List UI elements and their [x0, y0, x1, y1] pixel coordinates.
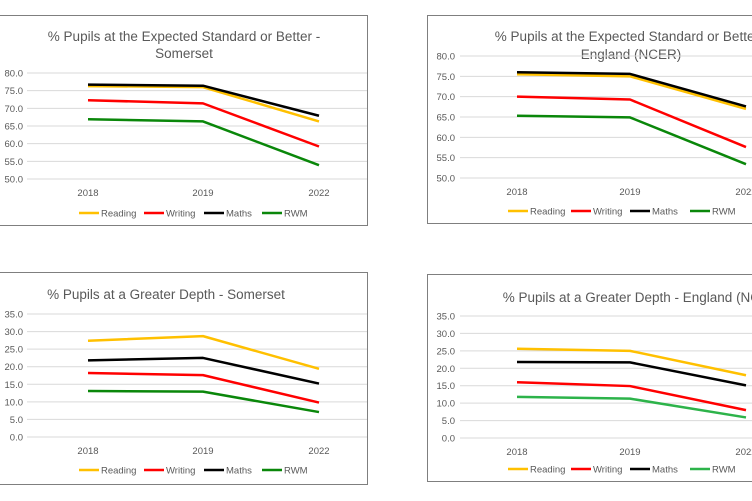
- legend-label: Writing: [166, 466, 195, 477]
- chart-expected-somerset: % Pupils at the Expected Standard or Bet…: [0, 15, 368, 226]
- y-tick-label: 35.0: [437, 312, 456, 323]
- series-line-rwm: [516, 395, 747, 419]
- y-tick-label: 50.0: [437, 174, 456, 185]
- series-line-maths: [87, 356, 320, 385]
- series-line-reading: [516, 73, 747, 111]
- x-tick-label: 2018: [77, 188, 98, 199]
- chart-title: % Pupils at the Expected Standard or Bet…: [48, 29, 320, 44]
- x-tick-label: 2019: [192, 188, 213, 199]
- x-tick-label: 2022: [308, 446, 329, 457]
- x-tick-label: 2018: [77, 446, 98, 457]
- legend-label: RWM: [284, 209, 308, 220]
- y-tick-label: 25.0: [437, 346, 456, 357]
- series-line-rwm: [87, 389, 320, 414]
- series-line-maths: [516, 71, 747, 108]
- chart-title: England (NCER): [581, 47, 682, 62]
- y-tick-label: 10.0: [437, 399, 456, 410]
- legend-label: Reading: [101, 466, 136, 477]
- chart-title: % Pupils at a Greater Depth - England (N…: [503, 290, 752, 305]
- line-chart: % Pupils at the Expected Standard or Bet…: [437, 29, 752, 218]
- y-tick-label: 30.0: [5, 327, 24, 338]
- legend-label: Maths: [652, 207, 678, 218]
- y-tick-label: 80.0: [5, 69, 24, 80]
- series-line-maths: [87, 83, 320, 117]
- y-tick-label: 65.0: [437, 113, 456, 124]
- chart-title: % Pupils at a Greater Depth - Somerset: [47, 287, 285, 302]
- y-tick-label: 80.0: [437, 52, 456, 63]
- y-tick-label: 5.0: [10, 415, 23, 426]
- y-tick-label: 10.0: [5, 397, 24, 408]
- y-tick-label: 70.0: [5, 104, 24, 115]
- legend-label: Writing: [593, 465, 622, 476]
- chart-greater-depth-england: % Pupils at a Greater Depth - England (N…: [427, 274, 752, 482]
- y-tick-label: 65.0: [5, 122, 24, 133]
- series-line-rwm: [87, 118, 320, 167]
- series-line-reading: [516, 347, 747, 377]
- y-tick-label: 60.0: [437, 133, 456, 144]
- y-tick-label: 15.0: [437, 381, 456, 392]
- series-line-writing: [516, 95, 747, 149]
- legend-label: Maths: [226, 466, 252, 477]
- series-line-reading: [87, 84, 320, 123]
- line-chart: % Pupils at a Greater Depth - England (N…: [437, 290, 752, 476]
- y-tick-label: 35.0: [5, 310, 24, 321]
- series-line-writing: [87, 98, 320, 148]
- y-tick-label: 50.0: [5, 175, 24, 186]
- legend-label: RWM: [712, 207, 736, 218]
- y-tick-label: 60.0: [5, 139, 24, 150]
- series-line-rwm: [516, 114, 747, 166]
- x-tick-label: 2022: [308, 188, 329, 199]
- y-tick-label: 55.0: [437, 153, 456, 164]
- y-tick-label: 20.0: [437, 364, 456, 375]
- y-tick-label: 0.0: [442, 434, 455, 445]
- legend-label: Reading: [530, 207, 565, 218]
- y-tick-label: 75.0: [437, 72, 456, 83]
- x-tick-label: 2022: [735, 187, 752, 198]
- series-line-reading: [87, 334, 320, 371]
- y-tick-label: 55.0: [5, 157, 24, 168]
- chart-greater-depth-somerset: % Pupils at a Greater Depth - Somerset 35…: [0, 272, 368, 485]
- chart-title: Somerset: [155, 46, 213, 61]
- series-line-writing: [516, 380, 747, 412]
- legend-label: Reading: [530, 465, 565, 476]
- y-tick-label: 15.0: [5, 380, 24, 391]
- x-tick-label: 2019: [192, 446, 213, 457]
- y-tick-label: 25.0: [5, 345, 24, 356]
- y-tick-label: 20.0: [5, 362, 24, 373]
- chart-expected-england: % Pupils at the Expected Standard or Bet…: [427, 15, 752, 224]
- y-tick-label: 70.0: [437, 92, 456, 103]
- x-tick-label: 2019: [619, 187, 640, 198]
- legend-label: RWM: [284, 466, 308, 477]
- x-tick-label: 2022: [735, 447, 752, 458]
- x-tick-label: 2018: [506, 187, 527, 198]
- line-chart: % Pupils at the Expected Standard or Bet…: [5, 29, 367, 220]
- y-tick-label: 30.0: [437, 329, 456, 340]
- y-tick-label: 5.0: [442, 416, 455, 427]
- x-tick-label: 2018: [506, 447, 527, 458]
- y-tick-label: 75.0: [5, 86, 24, 97]
- legend-label: Writing: [593, 207, 622, 218]
- legend-label: Writing: [166, 209, 195, 220]
- x-tick-label: 2019: [619, 447, 640, 458]
- series-line-maths: [516, 360, 747, 387]
- line-chart: % Pupils at a Greater Depth - Somerset 35…: [5, 287, 367, 477]
- legend-label: Maths: [226, 209, 252, 220]
- chart-title: % Pupils at the Expected Standard or Bet…: [495, 29, 752, 44]
- y-tick-label: 0.0: [10, 433, 23, 444]
- legend-label: Reading: [101, 209, 136, 220]
- legend-label: Maths: [652, 465, 678, 476]
- series-line-writing: [87, 371, 320, 404]
- legend-label: RWM: [712, 465, 736, 476]
